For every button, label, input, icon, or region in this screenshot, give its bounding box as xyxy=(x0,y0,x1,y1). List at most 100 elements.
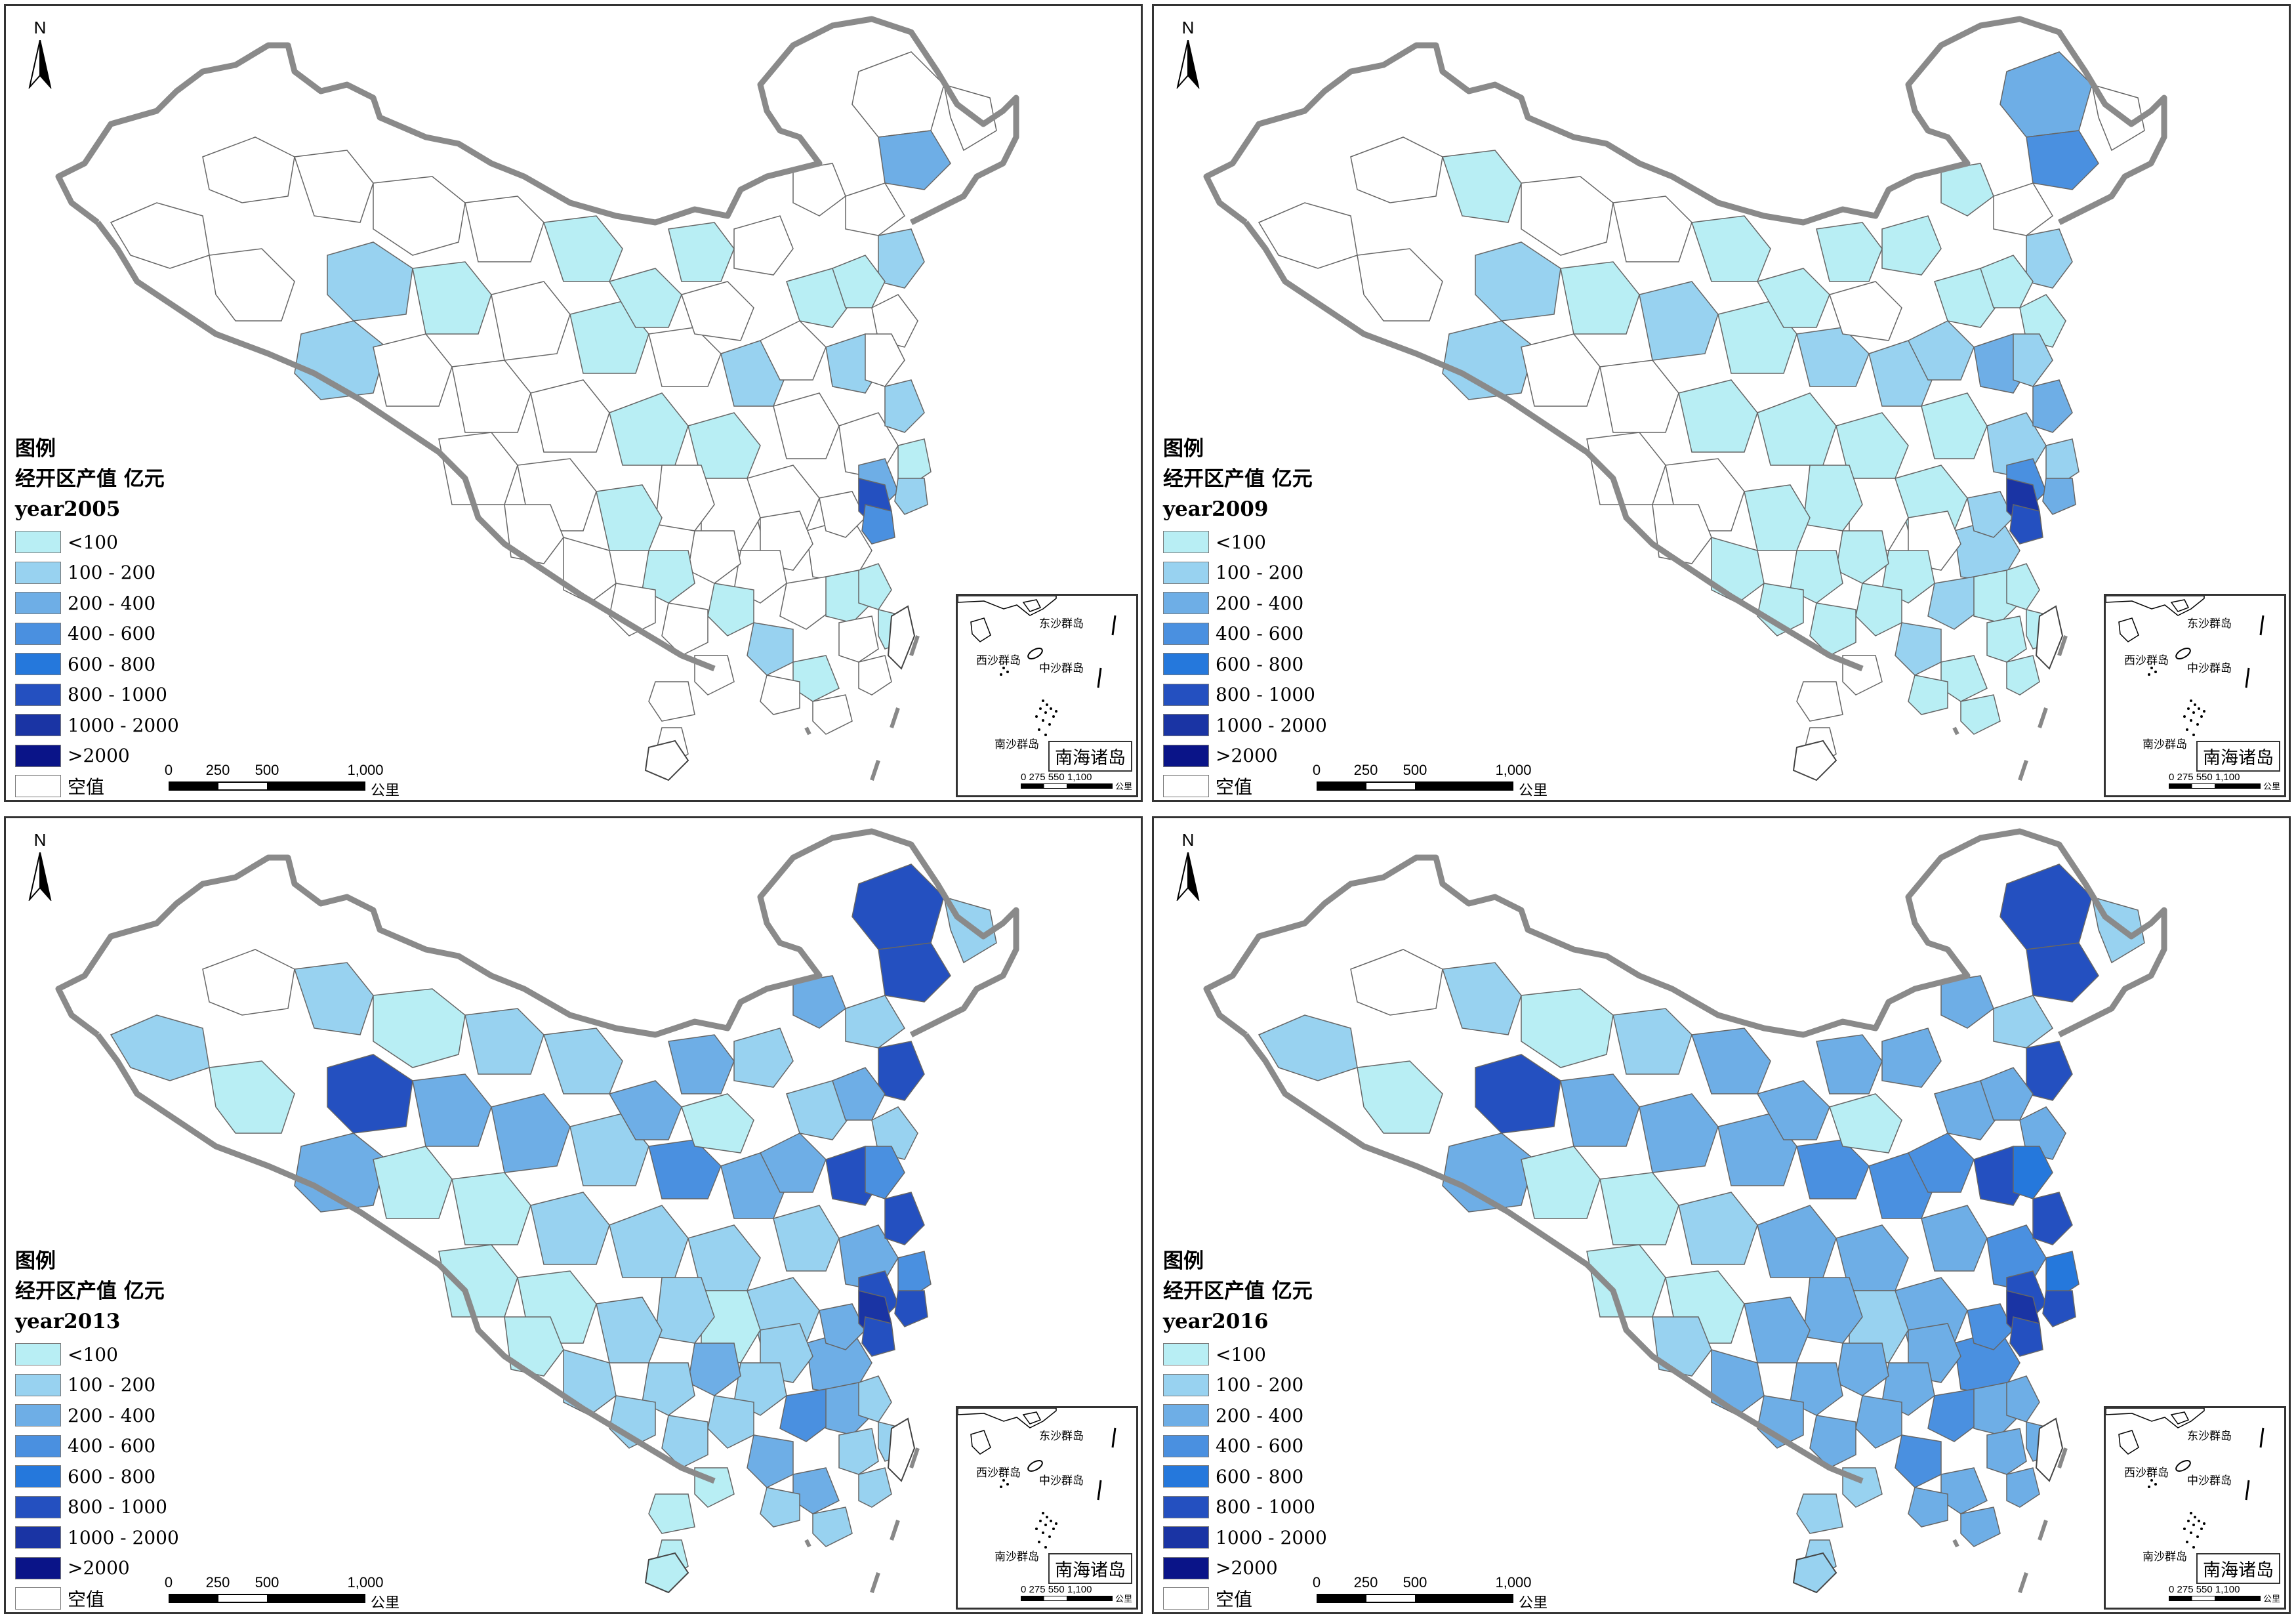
map-region xyxy=(1744,1297,1811,1364)
island-hainan xyxy=(1792,1552,1837,1594)
legend-swatch xyxy=(1163,1587,1209,1610)
map-region xyxy=(648,1493,695,1534)
legend-row: 空值 xyxy=(15,771,225,802)
map-region xyxy=(2026,130,2099,190)
island-hainan xyxy=(644,1552,689,1594)
map-region xyxy=(1521,988,1614,1068)
map-region xyxy=(2042,1290,2076,1327)
legend-swatch xyxy=(1163,1434,1209,1457)
legend-swatch xyxy=(1163,775,1209,798)
map-region xyxy=(838,615,879,663)
map-region xyxy=(2032,1192,2073,1245)
map-region xyxy=(451,360,531,433)
legend-items: <100 100 - 200 200 - 400 400 - 600 600 - 800… xyxy=(15,1339,225,1614)
map-region xyxy=(1475,1054,1561,1134)
map-region xyxy=(648,1139,722,1199)
map-region xyxy=(1934,268,2001,328)
map-region xyxy=(1711,537,1765,604)
scale-tick: 500 xyxy=(255,762,279,778)
legend-label: 400 - 600 xyxy=(1216,623,1304,645)
inset-scale-graphic xyxy=(2169,783,2261,789)
inset-scale-bar: 0 275 550 1,100 公里 xyxy=(2169,1584,2280,1604)
map-region xyxy=(760,675,800,715)
map-region xyxy=(1927,1388,1981,1442)
map-region xyxy=(1934,1080,2001,1140)
legend-row: 200 - 400 xyxy=(1163,1400,1373,1431)
south-border xyxy=(1243,1033,1864,1484)
map-region xyxy=(1796,327,1870,387)
map-region xyxy=(1960,1507,2001,1547)
map-region xyxy=(1560,1073,1640,1147)
map-region xyxy=(1829,1093,1902,1154)
map-region xyxy=(412,1073,492,1147)
map-region xyxy=(681,281,754,341)
scale-tick: 1,000 xyxy=(347,1574,384,1591)
map-region xyxy=(2042,478,2076,515)
map-region xyxy=(491,281,571,361)
legend-year: year2009 xyxy=(1163,497,1269,521)
map-region xyxy=(812,694,853,735)
legend-subtitle: 经开区产值 亿元 xyxy=(1163,1280,1313,1303)
map-region xyxy=(1678,379,1758,453)
national-border xyxy=(1203,16,2167,226)
offshore-islands xyxy=(644,1417,920,1594)
north-arrow: N xyxy=(1168,18,1208,90)
map-region xyxy=(608,268,682,328)
legend-label: 1000 - 2000 xyxy=(68,1526,179,1549)
scale-bar-graphic xyxy=(1317,1594,1513,1603)
map-region xyxy=(2006,655,2040,696)
legend-row: 800 - 1000 xyxy=(15,1492,225,1523)
map-region xyxy=(2026,942,2099,1003)
sea-boundary-dash xyxy=(909,635,920,656)
map-region xyxy=(884,1192,925,1245)
legend-swatch xyxy=(15,683,61,706)
legend-row: 空值 xyxy=(1163,771,1373,802)
map-region xyxy=(1357,1060,1443,1134)
map-region xyxy=(293,150,374,223)
scale-tick: 1,000 xyxy=(1495,762,1532,778)
south-china-sea-inset: 东沙群岛 西沙群岛 中沙群岛 南沙群岛 南海诸岛 0 275 550 1,100… xyxy=(956,594,1138,797)
inset-label-zhongsha: 中沙群岛 xyxy=(2187,1474,2232,1488)
map-region xyxy=(1350,949,1443,1016)
sea-boundary-dash xyxy=(804,726,811,736)
map-panel-2009: N 图例 经开区产值 亿元 year2009 <100 100 - 200 200 … xyxy=(1152,4,2291,802)
legend-row: 200 - 400 xyxy=(15,588,225,619)
inset-scale-bar: 0 275 550 1,100 公里 xyxy=(1021,772,1132,792)
map-region xyxy=(865,1146,905,1199)
legend-row: 400 - 600 xyxy=(1163,1431,1373,1462)
map-region xyxy=(569,1113,649,1186)
scale-tick: 500 xyxy=(1403,762,1427,778)
legend-swatch xyxy=(15,1495,61,1518)
legend-label: 800 - 1000 xyxy=(1216,1496,1315,1518)
map-region xyxy=(1980,255,2034,308)
legend-label: 空值 xyxy=(68,776,105,799)
map-region xyxy=(668,1034,735,1094)
map-region xyxy=(812,1507,853,1547)
legend-row: <100 xyxy=(15,1339,225,1370)
map-region xyxy=(1475,241,1561,322)
map-region xyxy=(747,1434,794,1488)
sea-boundary-dash xyxy=(804,1539,811,1548)
map-panel-2005: N 图例 经开区产值 亿元 year2005 <100 100 - 200 200 … xyxy=(4,4,1143,802)
north-label: N xyxy=(33,18,47,37)
map-region xyxy=(759,1133,827,1193)
scale-bar: 0 250 500 1,000 公里 xyxy=(165,762,457,800)
legend-swatch xyxy=(1163,1343,1209,1366)
legend-swatch xyxy=(15,622,61,645)
north-label: N xyxy=(33,830,47,850)
map-region xyxy=(373,333,453,407)
legend-label: 1000 - 2000 xyxy=(68,714,179,736)
map-region xyxy=(543,215,623,282)
map-region xyxy=(1835,530,1889,584)
map-region xyxy=(1599,1172,1679,1245)
inset-label-dongsha: 东沙群岛 xyxy=(2187,1430,2232,1443)
scale-tick: 500 xyxy=(255,1574,279,1591)
legend-swatch xyxy=(1163,1526,1209,1549)
inset-scale-ticks: 0 275 550 1,100 xyxy=(1021,772,1092,783)
scale-tick: 500 xyxy=(1403,1574,1427,1591)
sea-boundary-dash xyxy=(2018,760,2028,781)
island-hainan xyxy=(1792,739,1837,781)
island-taiwan xyxy=(887,1417,916,1482)
map-region xyxy=(1881,1028,1942,1088)
china-map xyxy=(1203,16,2167,781)
